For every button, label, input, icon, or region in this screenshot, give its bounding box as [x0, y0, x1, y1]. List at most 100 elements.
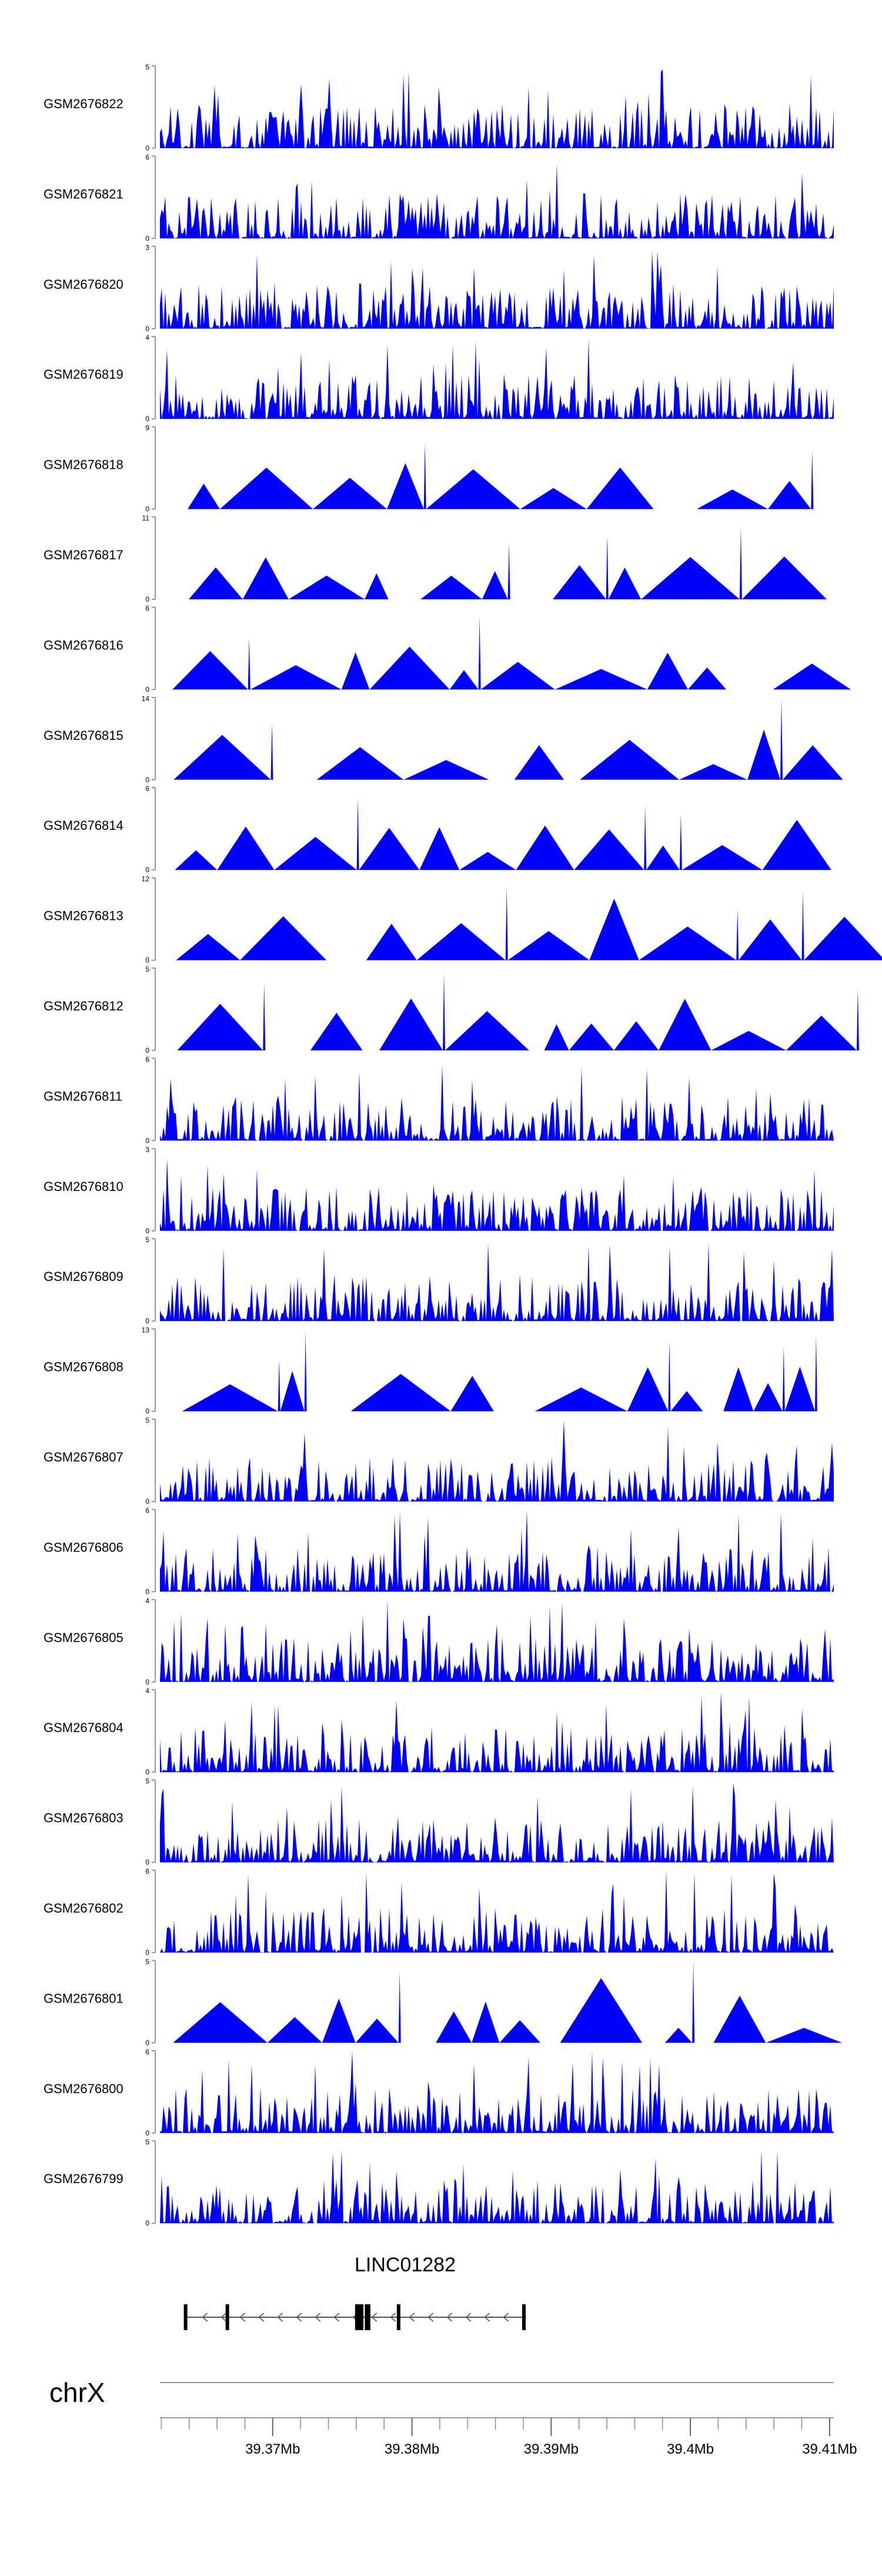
coverage-area	[160, 163, 834, 239]
y-tick-label-min: 0	[145, 1768, 149, 1776]
strand-arrow	[465, 2313, 472, 2322]
gene-exon	[396, 2304, 400, 2330]
y-tick-label-min: 0	[145, 685, 149, 693]
x-axis-ticks: 39.37Mb 39.38Mb 39.39Mb 39.4Mb 39.41Mb	[161, 2418, 857, 2457]
y-tick-label-max: 5	[145, 1777, 149, 1786]
track-label: GSM2676811	[44, 1089, 122, 1103]
strand-arrow	[390, 2313, 396, 2322]
track-GSM2676819: GSM2676819 4 0	[44, 333, 834, 423]
track-label: GSM2676803	[44, 1811, 123, 1826]
strand-arrow	[503, 2313, 509, 2322]
coverage-area	[188, 443, 814, 509]
y-tick-label-min: 0	[145, 2038, 149, 2047]
y-tick-label-min: 0	[145, 1227, 149, 1235]
x-tick-label: 39.4Mb	[667, 2441, 714, 2457]
y-tick-label-max: 14	[142, 695, 150, 703]
coverage-area	[160, 1783, 834, 1863]
coverage-area	[182, 1331, 817, 1412]
strand-arrow	[427, 2313, 434, 2322]
track-label: GSM2676805	[44, 1630, 123, 1645]
track-label: GSM2676813	[44, 909, 123, 923]
coverage-area	[160, 1691, 834, 1773]
y-tick-label-min: 0	[145, 595, 149, 603]
gene-exon	[183, 2304, 188, 2330]
y-tick-label-max: 6	[145, 153, 149, 161]
track-label: GSM2676814	[44, 818, 123, 833]
track-GSM2676811: GSM2676811 6 0	[44, 1055, 834, 1144]
track-label: GSM2676804	[44, 1720, 123, 1735]
strand-arrow	[202, 2313, 208, 2322]
strand-arrow	[315, 2313, 321, 2322]
chromosome-axis: chrX 39.37Mb 39.38Mb 39.39Mb 39.4Mb 39.41Mb	[49, 2377, 857, 2457]
chromosome-label: chrX	[49, 2377, 105, 2408]
y-tick-label-max: 5	[145, 965, 149, 973]
gene-exon	[355, 2304, 364, 2330]
coverage-area	[175, 798, 851, 870]
gene-exon	[365, 2304, 370, 2330]
track-GSM2676821: GSM2676821 6 0	[44, 153, 834, 242]
y-tick-label-max: 5	[145, 2138, 149, 2146]
y-tick-label-min: 0	[145, 1497, 149, 1506]
y-tick-label-max: 6	[145, 2048, 149, 2056]
strand-arrow	[371, 2313, 377, 2322]
track-label: GSM2676812	[44, 999, 123, 1013]
y-tick-label-max: 9	[145, 424, 149, 432]
coverage-area	[176, 886, 882, 960]
track-label: GSM2676799	[44, 2171, 123, 2186]
track-GSM2676810: GSM2676810 3 0	[44, 1146, 834, 1235]
coverage-area	[160, 2149, 834, 2224]
coverage-area	[173, 698, 843, 780]
track-GSM2676802: GSM2676802 6 0	[44, 1867, 834, 1957]
y-tick-label-min: 0	[145, 776, 149, 784]
x-tick-label: 39.38Mb	[385, 2441, 439, 2457]
track-GSM2676805: GSM2676805 4 0	[44, 1597, 834, 1686]
track-GSM2676816: GSM2676816 6 0	[44, 604, 851, 693]
y-tick-label-max: 4	[145, 333, 149, 342]
strand-arrow	[333, 2313, 340, 2322]
x-tick-label: 39.39Mb	[524, 2441, 579, 2457]
gene-exons	[183, 2304, 526, 2330]
track-label: GSM2676822	[44, 96, 123, 111]
coverage-area	[160, 2051, 834, 2133]
track-GSM2676799: GSM2676799 5 0	[44, 2138, 834, 2227]
coverage-area	[160, 69, 834, 148]
track-label: GSM2676821	[44, 186, 123, 201]
track-GSM2676812: GSM2676812 5 0	[44, 965, 859, 1055]
coverage-area	[160, 1599, 834, 1682]
track-GSM2676806: GSM2676806 6 0	[44, 1506, 834, 1596]
y-tick-label-min: 0	[145, 956, 149, 965]
y-tick-label-min: 0	[145, 2129, 149, 2137]
y-tick-label-min: 0	[145, 1678, 149, 1686]
coverage-area	[177, 973, 859, 1050]
coverage-tracks: GSM267682250GSM267682160GSM267682030GSM2…	[44, 63, 882, 2227]
y-tick-label-max: 3	[145, 1146, 149, 1154]
track-GSM2676804: GSM2676804 4 0	[44, 1687, 834, 1776]
track-GSM2676815: GSM2676815 14 0	[44, 695, 843, 784]
coverage-area	[160, 1870, 834, 1953]
track-GSM2676818: GSM2676818 9 0	[44, 424, 814, 513]
y-tick-label-max: 3	[145, 243, 149, 252]
gene-name-label: LINC01282	[355, 2254, 456, 2276]
y-tick-label-max: 4	[145, 1597, 149, 1605]
strand-arrow	[220, 2313, 227, 2322]
y-tick-label-max: 13	[142, 1326, 150, 1334]
y-tick-label-min: 0	[145, 415, 149, 423]
y-tick-label-max: 11	[142, 514, 150, 522]
track-label: GSM2676816	[44, 638, 123, 652]
y-tick-label-max: 6	[145, 1506, 149, 1514]
track-label: GSM2676809	[44, 1269, 123, 1284]
strand-arrow	[484, 2313, 490, 2322]
gene-exon	[522, 2304, 526, 2330]
coverage-area	[172, 616, 851, 690]
strand-arrow	[296, 2313, 302, 2322]
track-GSM2676808: GSM2676808 13 0	[44, 1326, 817, 1416]
track-label: GSM2676810	[44, 1179, 123, 1194]
y-tick-label-min: 0	[145, 1046, 149, 1055]
y-tick-label-max: 5	[145, 63, 149, 71]
x-tick-label: 39.41Mb	[802, 2441, 857, 2457]
gene-track: LINC01282	[183, 2254, 526, 2330]
track-label: GSM2676818	[44, 458, 123, 472]
y-tick-label-max: 4	[145, 1687, 149, 1695]
track-GSM2676803: GSM2676803 5 0	[44, 1777, 834, 1867]
strand-arrow	[258, 2313, 265, 2322]
